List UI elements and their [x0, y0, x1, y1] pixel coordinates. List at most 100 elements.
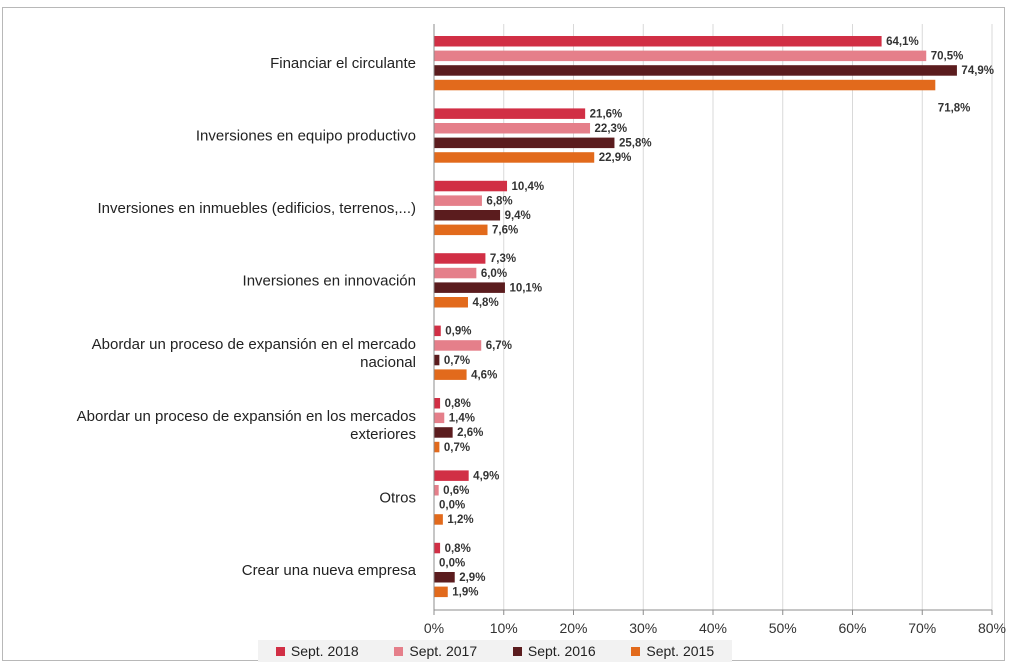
legend-label: Sept. 2018	[290, 643, 359, 659]
bar	[434, 572, 455, 583]
data-label: 7,3%	[490, 253, 516, 265]
legend-item: Sept. 2015	[631, 643, 714, 659]
legend-item: Sept. 2017	[394, 643, 477, 659]
x-tick-label: 70%	[908, 620, 936, 636]
bar	[434, 152, 595, 163]
data-labels: 64,1% 70,5% 74,9% 71,8% 21,6% 22,3% 25,8% 22,9%…	[439, 36, 994, 599]
data-label: 0,9%	[445, 326, 471, 338]
category-label: Financiar el circulante	[270, 55, 416, 72]
data-label: 1,2%	[447, 514, 473, 526]
bar	[434, 542, 441, 554]
x-tick-label: 20%	[559, 620, 587, 636]
bar	[434, 50, 927, 62]
bar	[434, 210, 501, 221]
bar	[434, 369, 467, 380]
data-label: 21,6%	[590, 108, 623, 120]
data-label: 6,8%	[486, 195, 512, 207]
bar	[434, 65, 957, 76]
data-label: 2,9%	[459, 572, 485, 584]
bar	[434, 297, 468, 308]
bar	[434, 398, 441, 409]
bar	[434, 36, 882, 47]
data-label: 10,4%	[512, 181, 545, 193]
data-label: 10,1%	[509, 282, 542, 294]
data-label: 64,1%	[886, 36, 919, 48]
bar	[434, 180, 508, 192]
data-label: 22,3%	[595, 123, 628, 135]
data-label: 0,7%	[444, 442, 470, 454]
legend-label: Sept. 2016	[527, 643, 596, 659]
data-label: 4,6%	[471, 369, 497, 381]
bar	[434, 514, 443, 525]
data-label: 22,9%	[599, 152, 632, 164]
bar	[434, 123, 591, 134]
x-tick-label: 10%	[490, 620, 518, 636]
bar	[434, 470, 469, 481]
data-label: 0,0%	[439, 557, 465, 569]
data-label: 0,8%	[445, 398, 471, 410]
data-label: 4,8%	[472, 297, 498, 309]
category-label: Crear una nueva empresa	[242, 562, 417, 579]
category-label: Abordar un proceso de expansión en los m…	[77, 408, 416, 425]
data-label: 70,5%	[931, 51, 964, 63]
bar-chart: 64,1% 70,5% 74,9% 71,8% 21,6% 22,3% 25,8% 22,9%…	[77, 24, 1006, 636]
bar	[434, 427, 453, 438]
bar	[434, 340, 482, 351]
bars	[434, 36, 957, 598]
bar	[434, 412, 445, 424]
data-label: 0,8%	[445, 543, 471, 555]
bar	[434, 253, 486, 264]
data-label: 6,0%	[481, 268, 507, 280]
data-label: 1,4%	[449, 413, 475, 425]
category-label: Inversiones en equipo productivo	[196, 128, 416, 145]
x-tick-label: 40%	[699, 620, 727, 636]
bar	[434, 108, 586, 119]
bar	[434, 485, 439, 496]
legend-label: Sept. 2017	[409, 643, 478, 659]
legend: Sept. 2018 Sept. 2017 Sept. 2016 Sept. 2015	[258, 640, 732, 662]
legend-label: Sept. 2015	[646, 643, 715, 659]
x-tick-label: 80%	[978, 620, 1006, 636]
legend-swatch	[275, 646, 285, 656]
bar	[434, 195, 482, 206]
x-tick-label: 50%	[769, 620, 797, 636]
legend-swatch	[631, 646, 641, 656]
bar	[434, 267, 477, 279]
legend-swatch	[512, 646, 522, 656]
data-label: 0,6%	[443, 485, 469, 497]
legend-item: Sept. 2016	[512, 643, 596, 659]
data-label: 0,0%	[439, 500, 465, 512]
category-label: Abordar un proceso de expansión en el me…	[92, 336, 416, 353]
data-label: 6,7%	[486, 340, 512, 352]
data-label: 9,4%	[505, 210, 531, 222]
bar	[434, 79, 936, 91]
bar	[434, 354, 440, 366]
data-label: 7,6%	[492, 225, 518, 237]
data-label: 1,9%	[452, 587, 478, 599]
category-labels: Financiar el circulante Inversiones en eq…	[77, 55, 417, 579]
bar	[434, 224, 488, 236]
data-label: 71,8%	[938, 102, 971, 114]
x-tick-label: 30%	[629, 620, 657, 636]
bar	[434, 586, 448, 598]
bar	[434, 282, 505, 293]
data-label: 2,6%	[457, 427, 483, 439]
category-label: Inversiones en inmuebles (edificios, ter…	[98, 200, 416, 217]
category-label: exteriores	[350, 426, 416, 443]
x-axis-ticks: 0% 10% 20% 30% 40% 50% 60% 70% 80%	[424, 620, 1006, 636]
bar	[434, 325, 441, 337]
legend-swatch	[394, 646, 404, 656]
grid-lines	[433, 24, 993, 615]
category-label: nacional	[360, 354, 416, 371]
category-label: Otros	[379, 490, 416, 507]
category-label: Inversiones en innovación	[243, 272, 416, 289]
x-tick-label: 0%	[424, 620, 444, 636]
data-label: 0,7%	[444, 355, 470, 367]
data-label: 4,9%	[473, 470, 499, 482]
data-label: 74,9%	[961, 65, 994, 77]
data-label: 25,8%	[619, 138, 652, 150]
x-tick-label: 60%	[838, 620, 866, 636]
bar	[434, 137, 615, 149]
bar	[434, 441, 440, 453]
legend-item: Sept. 2018	[275, 643, 359, 659]
